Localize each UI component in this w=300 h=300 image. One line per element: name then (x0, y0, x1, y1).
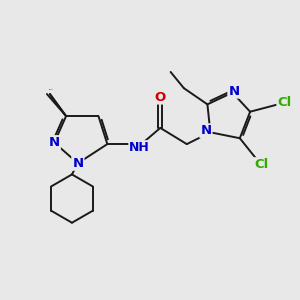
Text: NH: NH (129, 141, 150, 154)
Text: N: N (200, 124, 211, 137)
Text: Cl: Cl (278, 95, 292, 109)
Text: Cl: Cl (254, 158, 268, 171)
Text: methyl: methyl (48, 88, 53, 90)
Text: methyl: methyl (45, 86, 50, 88)
Text: N: N (72, 157, 83, 170)
Text: O: O (155, 91, 166, 103)
Text: N: N (228, 85, 239, 98)
Text: methyl: methyl (47, 89, 52, 91)
Text: N: N (49, 136, 60, 149)
